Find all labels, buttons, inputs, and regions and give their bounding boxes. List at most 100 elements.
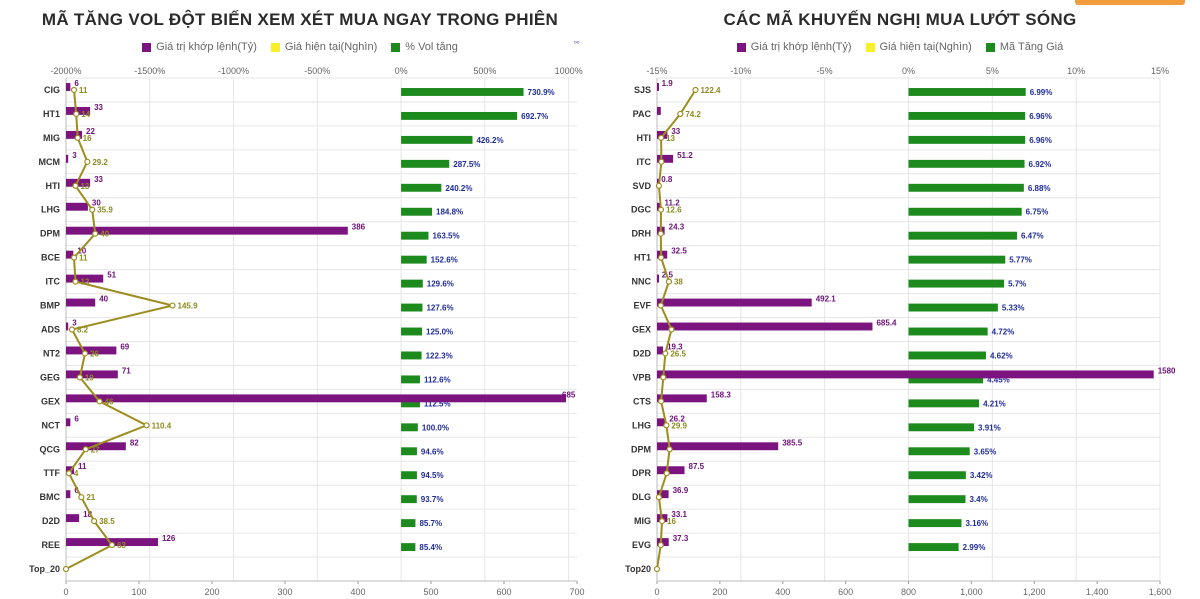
price-point [70,254,78,261]
top-axis-tick-label: 500% [473,66,496,76]
pct-data-label: 112.5% [424,399,451,408]
bottom-axis-tick-label: 400 [350,587,365,597]
category-label: DPM [40,229,60,239]
legend-item-price[interactable]: Giá hiện tại(Nghìn) [865,41,972,53]
pct-bar [401,135,473,144]
top-axis-tick-label: -1500% [134,66,165,76]
match-value-bar [657,154,674,163]
orange-corner-tab [1075,0,1185,5]
price-point [72,278,79,285]
category-label: QCG [39,444,60,454]
top-axis-tick-label: 0% [395,66,408,76]
category-label: NNC [632,277,652,287]
match-value-bar [657,418,666,427]
category-label: DLG [632,492,651,502]
bottom-axis-tick-label: 0 [654,587,659,597]
legend-item-pct[interactable]: % Vol tăng [391,41,458,53]
match-value-data-label: 19.3 [667,342,683,351]
pct-data-label: 127.6% [426,304,453,313]
pct-data-label: 6.92% [1029,160,1052,169]
price-data-label: 13 [666,134,675,143]
match-value-data-label: 30 [92,199,101,208]
match-value-bar [66,370,118,379]
pct-data-label: 3.91% [978,423,1001,432]
price-data-label: 8.2 [77,326,89,335]
price-data-label: 11 [79,254,88,263]
category-label: BCE [41,253,60,263]
match-value-bar [657,202,661,211]
price-point [657,230,664,237]
price-data-label: 38.5 [99,517,115,526]
bottom-axis-tick-label: 1,400 [1086,587,1109,597]
price-data-label: 40 [100,230,109,239]
legend-item-price[interactable]: Giá hiện tại(Nghìn) [270,41,377,53]
pct-bar [401,183,442,192]
pct-data-label: 3.42% [970,471,993,480]
pct-data-label: 122.3% [426,351,453,360]
match-value-bar [66,106,91,115]
category-label: EVG [632,540,651,550]
match-value-data-label: 3 [72,319,77,328]
pct-bar [908,159,1025,168]
legend-item-match-value[interactable]: Giá trị khớp lệnh(Tỷ) [142,41,257,53]
match-value-data-label: 685 [562,390,576,399]
match-value-data-label: 158.3 [711,390,732,399]
price-data-label: 13 [80,278,89,287]
pct-data-label: 3.16% [965,519,988,528]
pct-data-label: 85.7% [419,519,442,528]
price-data-label: 29.9 [671,421,687,430]
legend-swatch-green [391,42,401,52]
price-point [668,326,675,333]
category-label: HTI [46,181,61,191]
match-value-bar [657,466,685,475]
price-point [76,374,83,381]
category-label: D2D [42,516,61,526]
category-label: REE [41,540,60,550]
pct-bar [401,255,427,264]
price-point [169,302,176,309]
price-data-label: 12.6 [666,206,682,215]
price-point [657,134,665,141]
category-label: ADS [41,325,60,335]
price-data-label: 38 [674,278,683,287]
bottom-axis-tick-label: 1,000 [960,587,983,597]
match-value-data-label: 36.9 [673,486,689,495]
top-axis-tick-label: -10% [730,66,751,76]
category-label: DPR [632,468,652,478]
legend-swatch-purple [736,42,746,52]
category-label: DPM [631,444,651,454]
category-label: MIG [634,516,651,526]
pct-bar [908,399,980,408]
legend-item-match-value[interactable]: Giá trị khớp lệnh(Tỷ) [736,41,852,53]
price-data-label: 27 [91,445,100,454]
right-chart-title: CÁC MÃ KHUYẾN NGHỊ MUA LƯỚT SÓNG [723,10,1077,29]
match-value-data-label: 69 [120,342,129,351]
match-value-bar [66,490,71,499]
legend-item-pct[interactable]: Mã Tăng Giá [985,41,1063,53]
pct-data-label: 4.21% [983,399,1006,408]
match-value-data-label: 87.5 [689,462,705,471]
price-data-label: 35.9 [97,206,113,215]
match-value-bar [657,106,661,115]
right-legend: Giá trị khớp lệnh(Tỷ) Giá hiện tại(Nghìn… [600,41,1200,53]
price-data-label: 122.4 [700,86,721,95]
match-value-data-label: 126 [162,534,176,543]
match-value-data-label: 22 [86,127,95,136]
pct-bar [908,543,959,552]
price-point [62,565,70,573]
match-value-bar [66,322,69,331]
match-value-bar [66,202,88,211]
match-value-data-label: 3 [72,151,77,160]
legend-label: % Vol tăng [405,41,458,53]
match-value-bar [657,538,669,547]
price-point [658,518,666,525]
match-value-data-label: 51 [107,271,116,280]
match-value-data-label: 33 [671,127,680,136]
match-value-data-label: 40 [99,295,108,304]
match-value-bar [657,490,669,499]
category-label: BMC [40,492,61,502]
price-data-label: 11 [79,86,88,95]
legend-label: Giá trị khớp lệnh(Tỷ) [156,41,257,53]
match-value-data-label: 0.8 [661,175,673,184]
bottom-axis-tick-label: 700 [569,587,584,597]
